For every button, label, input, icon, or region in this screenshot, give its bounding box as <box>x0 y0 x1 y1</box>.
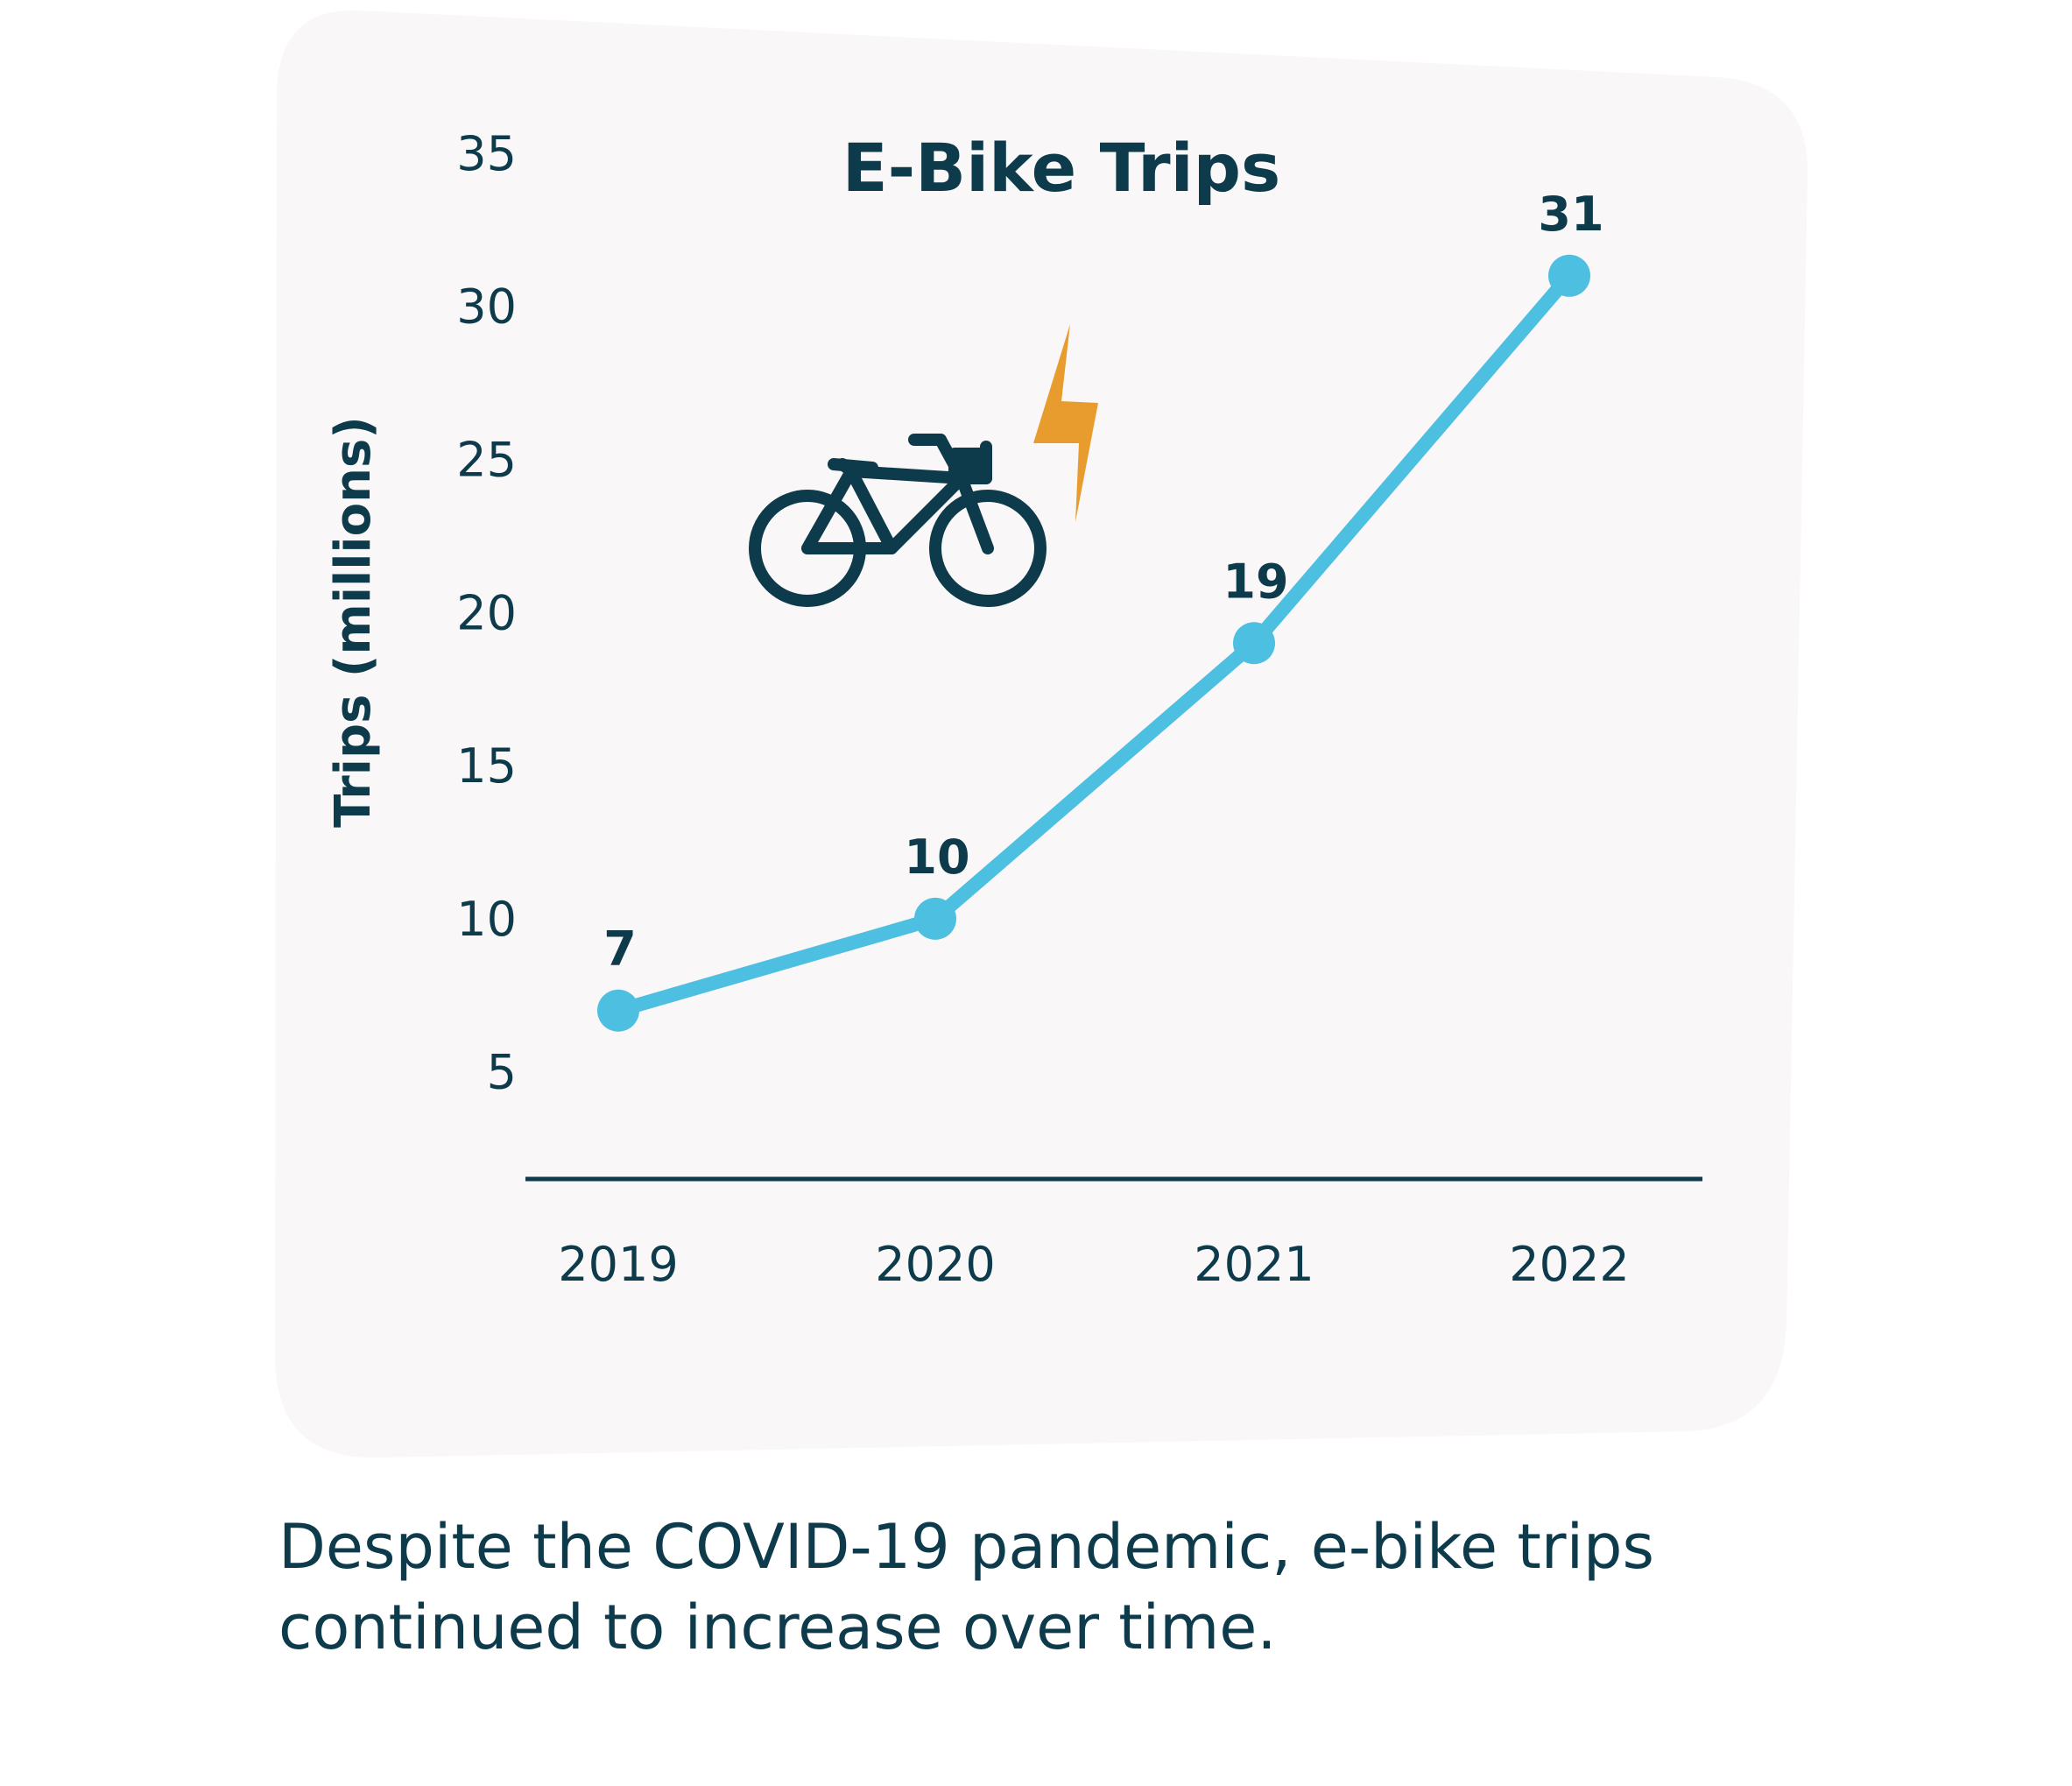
data-label: 7 <box>603 921 637 977</box>
series-points <box>597 254 1590 1032</box>
y-tick-label: 30 <box>456 279 517 335</box>
data-label: 19 <box>1223 554 1288 609</box>
x-tick-label: 2019 <box>558 1237 678 1292</box>
y-tick-label: 25 <box>456 433 517 488</box>
bicycle-icon <box>749 434 1047 607</box>
y-tick-label: 15 <box>456 738 517 794</box>
lightning-bolt-icon <box>1033 324 1098 522</box>
x-tick-label: 2020 <box>875 1237 995 1292</box>
y-axis-ticks: 5 10 15 20 25 30 35 <box>456 126 517 1100</box>
data-point <box>597 989 639 1032</box>
y-tick-label: 10 <box>456 892 517 947</box>
y-tick-label: 20 <box>456 585 517 640</box>
y-axis-title: Trips (millions) <box>325 416 382 828</box>
data-label: 31 <box>1538 187 1603 242</box>
y-tick-label: 5 <box>487 1045 517 1100</box>
x-tick-label: 2022 <box>1509 1237 1629 1292</box>
chart-panel <box>275 10 1808 1458</box>
data-point <box>1233 622 1275 665</box>
data-point <box>914 897 956 940</box>
data-label: 10 <box>904 829 969 885</box>
x-tick-label: 2021 <box>1194 1237 1314 1292</box>
series-line <box>611 268 1576 1018</box>
series-labels: 7 10 19 31 <box>603 187 1603 977</box>
data-point <box>1548 254 1590 297</box>
chart-title: E-Bike Trips <box>842 129 1281 207</box>
y-tick-label: 35 <box>456 126 517 181</box>
x-axis-ticks: 2019 2020 2021 2022 <box>558 1237 1629 1292</box>
caption: Despite the COVID-19 pandemic, e-bike tr… <box>278 1511 1654 1663</box>
